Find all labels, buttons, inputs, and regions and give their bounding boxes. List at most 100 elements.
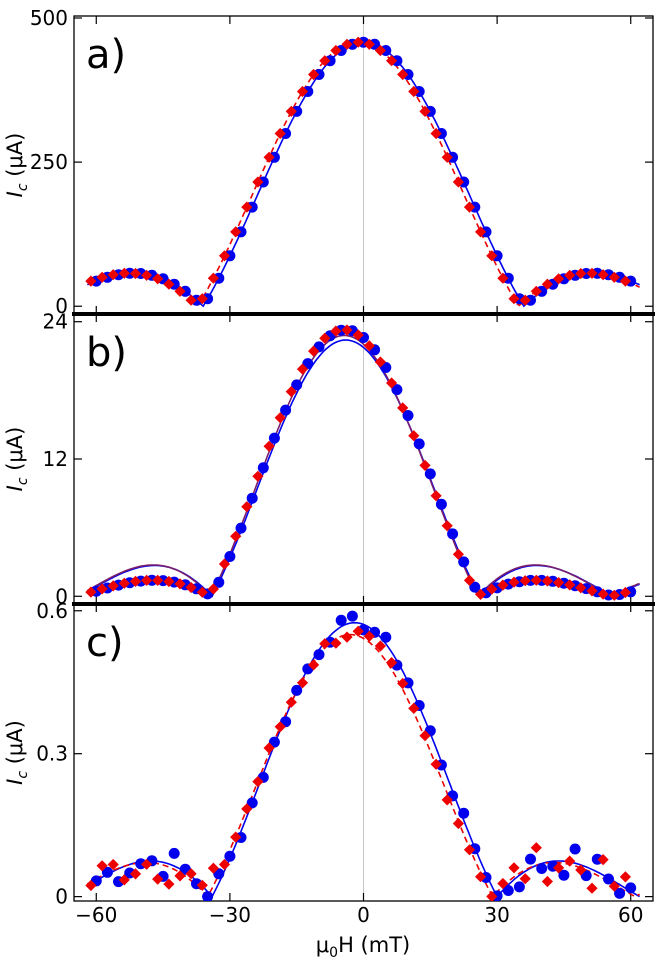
red-point — [118, 874, 130, 886]
red-point — [619, 586, 631, 599]
blue-point — [569, 843, 581, 855]
red-point — [441, 151, 453, 163]
blue-point — [458, 556, 470, 568]
blue-point — [280, 404, 292, 416]
red-point — [497, 579, 509, 591]
red-point — [263, 440, 275, 452]
red-point — [308, 659, 320, 671]
red-point — [386, 657, 398, 669]
red-point — [207, 862, 219, 874]
red-point — [341, 38, 353, 50]
red-point — [241, 501, 253, 513]
x-tick-label: 0 — [357, 903, 370, 927]
red-point — [530, 285, 542, 297]
red-point — [230, 530, 242, 542]
red-point — [241, 201, 253, 213]
red-point — [141, 574, 153, 586]
red-point — [252, 470, 264, 482]
red-point — [96, 271, 108, 283]
red-point — [564, 269, 576, 281]
red-point — [452, 548, 464, 560]
red-point — [107, 269, 119, 281]
red-point — [285, 386, 297, 398]
red-point — [285, 696, 297, 708]
red-point — [397, 68, 409, 81]
red-point — [452, 176, 464, 188]
red-point — [196, 586, 208, 598]
red-point — [129, 575, 142, 587]
red-point — [163, 878, 175, 890]
fit-line-red — [87, 633, 640, 898]
red-point — [308, 68, 320, 81]
red-point — [352, 329, 364, 341]
blue-point — [502, 885, 514, 896]
blue-point — [246, 492, 258, 504]
red-point — [463, 844, 476, 856]
y-tick-label: 0.3 — [36, 742, 68, 766]
blue-point — [558, 869, 570, 881]
blue-point — [291, 379, 303, 391]
y-axis-label: Ic (μA) — [3, 427, 31, 492]
red-point — [597, 854, 609, 866]
y-tick-label: 250 — [30, 150, 68, 174]
y-tick-label: 0 — [55, 294, 68, 318]
red-point — [497, 272, 509, 284]
panel-3: 0 0.3 0.6 c) Ic (μA) — [3, 599, 654, 909]
red-point — [408, 702, 420, 714]
red-point — [207, 272, 219, 284]
x-tick-label: −60 — [75, 903, 117, 927]
red-point — [107, 580, 119, 592]
y-axis-label: Ic (μA) — [3, 720, 31, 785]
blue-point — [291, 684, 303, 696]
red-point — [586, 267, 598, 279]
red-point — [352, 36, 364, 48]
red-point — [152, 574, 164, 586]
red-point — [174, 578, 186, 590]
red-point — [530, 574, 542, 586]
blue-point — [101, 866, 113, 878]
red-point — [564, 579, 576, 591]
red-point — [475, 588, 487, 600]
x-tick-label: 60 — [618, 903, 643, 927]
blue-point — [391, 384, 403, 396]
blue-point — [268, 432, 280, 444]
red-point — [519, 575, 531, 587]
blue-point — [603, 873, 614, 885]
red-point — [285, 105, 297, 117]
y-tick-label: 0.6 — [36, 599, 68, 623]
red-point — [553, 862, 565, 874]
red-point — [508, 862, 520, 874]
red-point — [352, 625, 364, 637]
red-point — [274, 721, 286, 733]
red-point — [319, 638, 331, 650]
blue-point — [224, 551, 236, 562]
red-point — [486, 583, 498, 595]
x-tick-label: 30 — [484, 903, 509, 927]
blue-point — [614, 887, 626, 899]
y-axis-label: Ic (μA) — [3, 133, 31, 198]
blue-point — [335, 614, 347, 626]
red-point — [452, 817, 464, 830]
blue-point — [213, 576, 225, 588]
red-point — [263, 151, 275, 163]
red-point — [430, 490, 442, 502]
red-point — [374, 356, 386, 368]
red-point — [252, 776, 264, 788]
red-point — [274, 412, 286, 424]
red-point — [218, 858, 231, 871]
red-point — [441, 520, 453, 532]
red-point — [619, 275, 631, 287]
red-point — [230, 226, 242, 238]
red-point — [152, 873, 164, 885]
red-point — [163, 278, 175, 290]
blue-point — [380, 631, 392, 643]
red-point — [252, 176, 264, 188]
blue-point — [235, 522, 247, 534]
red-point — [586, 585, 598, 597]
red-point — [185, 581, 197, 594]
red-point — [519, 873, 531, 885]
red-point — [330, 44, 342, 57]
y-tick-label: 12 — [43, 447, 68, 471]
blue-point — [313, 649, 325, 661]
